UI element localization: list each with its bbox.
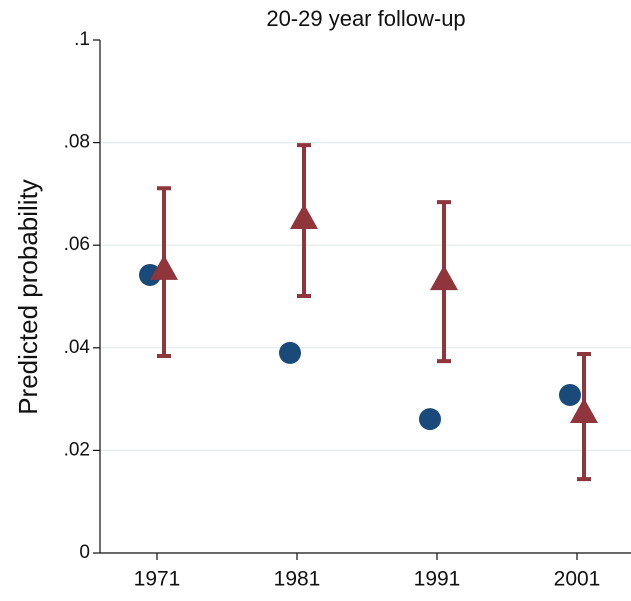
circle-marker	[279, 341, 301, 364]
y-axis-label: Predicted probability	[13, 179, 43, 415]
y-tick-label: 0	[79, 542, 90, 563]
circle-marker	[139, 263, 161, 286]
triangle-marker	[150, 254, 178, 280]
triangle-marker	[570, 397, 598, 423]
y-tick-label: .06	[64, 234, 90, 255]
y-tick-label: .1	[74, 29, 90, 50]
x-tick-label: 1991	[414, 568, 461, 591]
x-tick-label: 1971	[134, 568, 181, 591]
chart-title: 20-29 year follow-up	[266, 6, 465, 31]
x-tick-label: 2001	[554, 568, 601, 591]
y-tick-label: .04	[64, 337, 91, 358]
y-tick-label: .08	[64, 132, 90, 153]
x-tick-label: 1981	[274, 568, 321, 591]
triangle-marker	[430, 265, 458, 291]
triangle-marker	[290, 204, 318, 230]
y-tick-label: .02	[64, 439, 90, 460]
circle-marker	[559, 383, 581, 406]
circle-marker	[419, 408, 441, 431]
